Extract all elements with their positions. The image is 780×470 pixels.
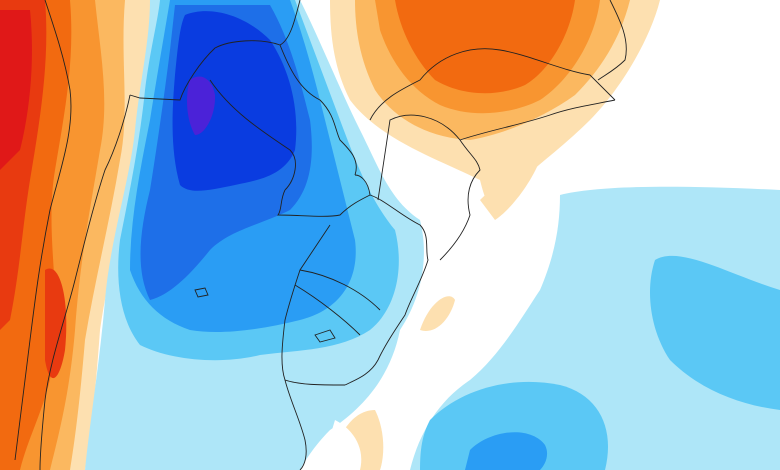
warm-anomaly-west — [0, 0, 153, 470]
cold-anomaly-ocean — [410, 186, 780, 470]
borders — [14, 0, 627, 470]
